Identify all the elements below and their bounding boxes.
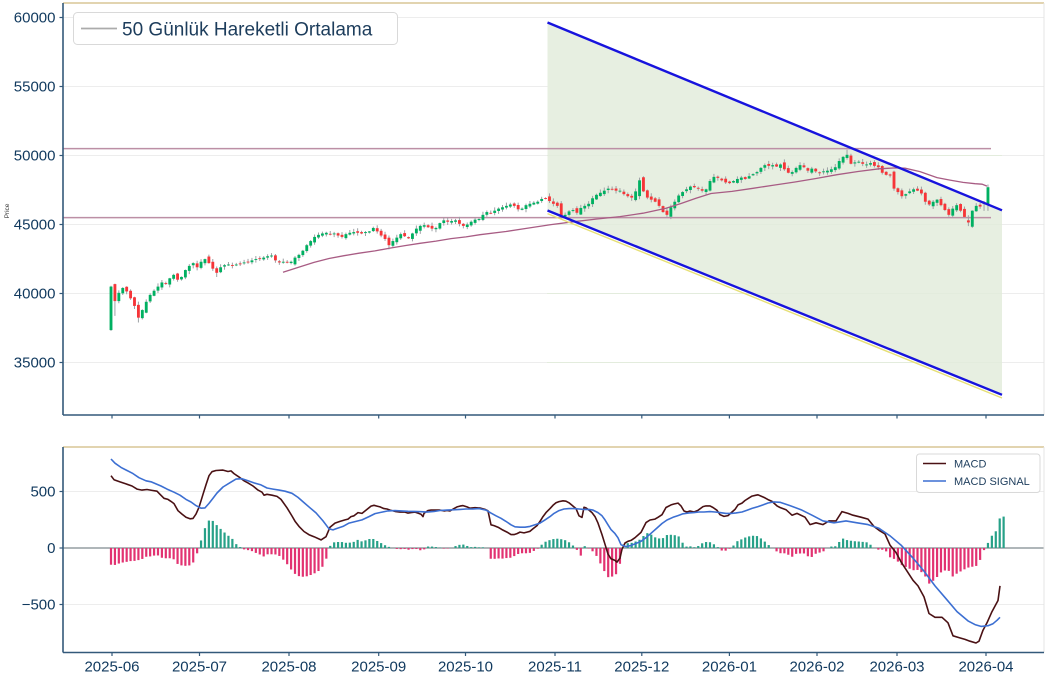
svg-text:2025-09: 2025-09 xyxy=(351,659,406,676)
svg-text:35000: 35000 xyxy=(14,355,56,372)
svg-text:50 Günlük Hareketli Ortalama: 50 Günlük Hareketli Ortalama xyxy=(122,20,373,41)
svg-text:MACD SIGNAL: MACD SIGNAL xyxy=(954,476,1030,488)
svg-text:Price: Price xyxy=(4,203,11,218)
svg-text:2025-10: 2025-10 xyxy=(438,659,493,676)
svg-text:55000: 55000 xyxy=(14,79,56,96)
svg-text:60000: 60000 xyxy=(14,10,56,27)
svg-text:40000: 40000 xyxy=(14,286,56,303)
svg-text:2025-08: 2025-08 xyxy=(261,659,316,676)
svg-text:500: 500 xyxy=(30,484,55,501)
svg-text:MACD: MACD xyxy=(954,459,986,471)
svg-text:2025-11: 2025-11 xyxy=(528,659,582,676)
svg-text:2026-02: 2026-02 xyxy=(789,659,844,676)
svg-text:2026-03: 2026-03 xyxy=(869,659,924,676)
svg-text:2025-12: 2025-12 xyxy=(614,659,669,676)
svg-text:50000: 50000 xyxy=(14,148,56,165)
svg-text:2026-01: 2026-01 xyxy=(702,659,757,676)
svg-text:45000: 45000 xyxy=(14,217,56,234)
svg-text:2025-07: 2025-07 xyxy=(172,659,227,676)
svg-text:0: 0 xyxy=(47,540,55,557)
svg-text:−500: −500 xyxy=(22,597,56,614)
svg-text:2026-04: 2026-04 xyxy=(958,659,1013,676)
svg-text:2025-06: 2025-06 xyxy=(84,659,139,676)
